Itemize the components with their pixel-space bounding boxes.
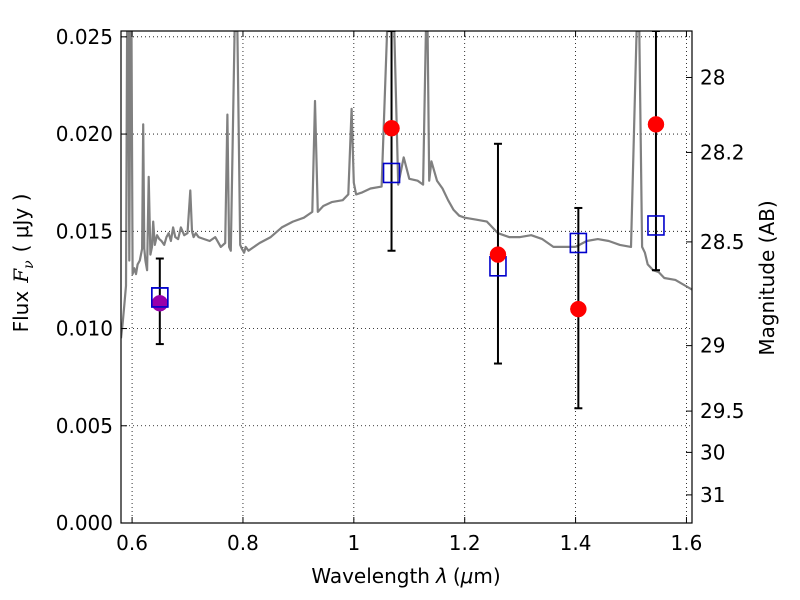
secondary-y-axis-label: Magnitude (AB) (755, 200, 779, 355)
observed-flux-point (570, 300, 587, 318)
model-photometry-point (569, 232, 588, 254)
magnitude-tick-label: 28.5 (700, 230, 745, 254)
tick-layer: 0.6 0.8 1 1.2 1.4 1.6 0.000 0.005 0.010 0.015 0.02… (56, 25, 745, 555)
observed-flux-point (489, 246, 507, 263)
model-photometry-point (647, 215, 665, 236)
x-tick-label: 1.4 (560, 531, 592, 555)
x-axis-label-unit-rest: m) (473, 564, 500, 588)
observed-flux-point (647, 116, 665, 133)
grid (121, 31, 692, 524)
y-tick-label: 0.005 (56, 414, 113, 438)
magnitude-tick-label: 28 (700, 65, 725, 89)
magnitude-tick-label: 29.5 (700, 399, 745, 423)
y-tick-label: 0.010 (56, 317, 113, 341)
x-tick-label: 1.6 (671, 531, 703, 555)
y-tick-label: 0.025 (56, 25, 113, 49)
x-tick-label: 1 (347, 531, 360, 555)
x-axis-label-unit-mu: μ (460, 564, 474, 588)
plot-frame (120, 30, 693, 524)
x-axis-label-symbol: λ (435, 564, 448, 588)
x-axis-label-unit-open: ( (453, 564, 461, 588)
model-photometry-point-overlay (151, 287, 169, 308)
y-axis-label-symbol-nu: ν (21, 260, 37, 269)
marker-layer (151, 116, 665, 318)
observed-flux-point (383, 119, 400, 137)
y-axis-label-symbol-f: F (9, 268, 33, 284)
y-axis-label-unit: ( μJy ) (9, 194, 33, 253)
magnitude-tick-label: 29 (700, 334, 725, 358)
spectrum-line (121, 31, 692, 339)
y-axis-label-text: Flux (9, 291, 33, 333)
magnitude-tick-label: 31 (700, 483, 725, 507)
y-axis-label: Flux Fν ( μJy ) (9, 194, 37, 333)
spectrum-layer (121, 31, 692, 339)
x-tick-label: 0.8 (227, 531, 259, 555)
x-tick-label: 1.2 (449, 531, 481, 555)
y-tick-label: 0.020 (56, 122, 113, 146)
y-tick-label: 0.000 (56, 511, 113, 535)
model-photometry-point (382, 162, 401, 184)
x-tick-label: 0.6 (116, 531, 148, 555)
magnitude-tick-label: 30 (700, 440, 725, 464)
x-axis-label: Wavelength λ (μm) (311, 564, 500, 588)
observed-flux-point-purple (151, 295, 169, 312)
x-axis-label-text: Wavelength (311, 564, 430, 588)
magnitude-tick-label: 28.2 (700, 140, 745, 164)
y-tick-label: 0.015 (56, 219, 113, 243)
